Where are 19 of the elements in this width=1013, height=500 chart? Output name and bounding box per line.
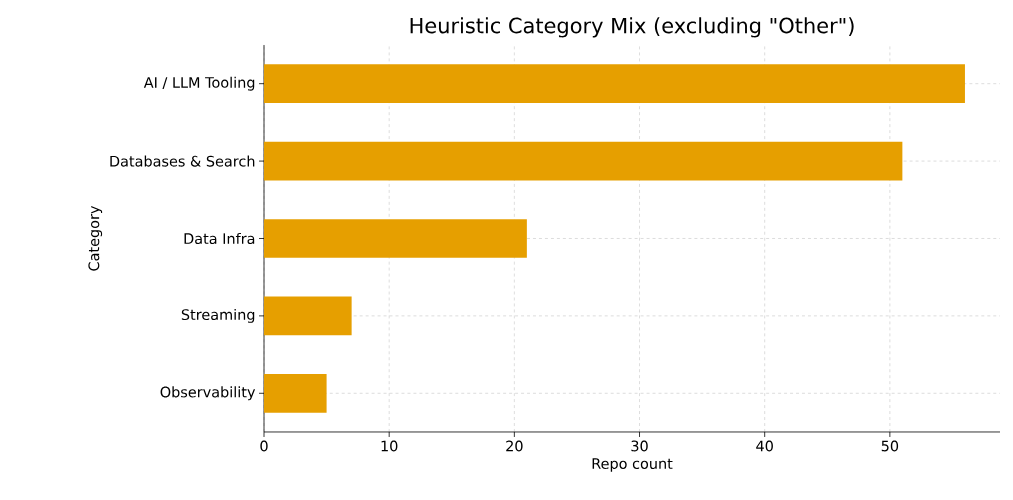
y-axis-title: Category — [88, 205, 103, 271]
bar — [264, 296, 352, 336]
x-tick-label: 10 — [381, 440, 398, 452]
bar — [264, 141, 903, 181]
bar — [264, 64, 965, 104]
y-tick-label: AI / LLM Tooling — [143, 76, 255, 91]
y-tick-label: Observability — [160, 386, 256, 401]
y-tick-label: Data Infra — [184, 232, 255, 245]
bar — [264, 373, 327, 413]
chart-title: Heuristic Category Mix (excluding "Other") — [410, 17, 854, 38]
x-tick-label: 50 — [881, 440, 899, 452]
x-tick-label: 30 — [631, 440, 648, 452]
x-axis-title: Repo count — [592, 458, 673, 472]
y-tick-label: Streaming — [181, 308, 255, 323]
y-tick-label: Databases & Search — [110, 155, 255, 167]
x-tick-label: 0 — [260, 440, 268, 452]
bar — [264, 219, 527, 258]
x-tick-label: 40 — [756, 440, 773, 452]
x-tick-label: 20 — [506, 440, 523, 452]
